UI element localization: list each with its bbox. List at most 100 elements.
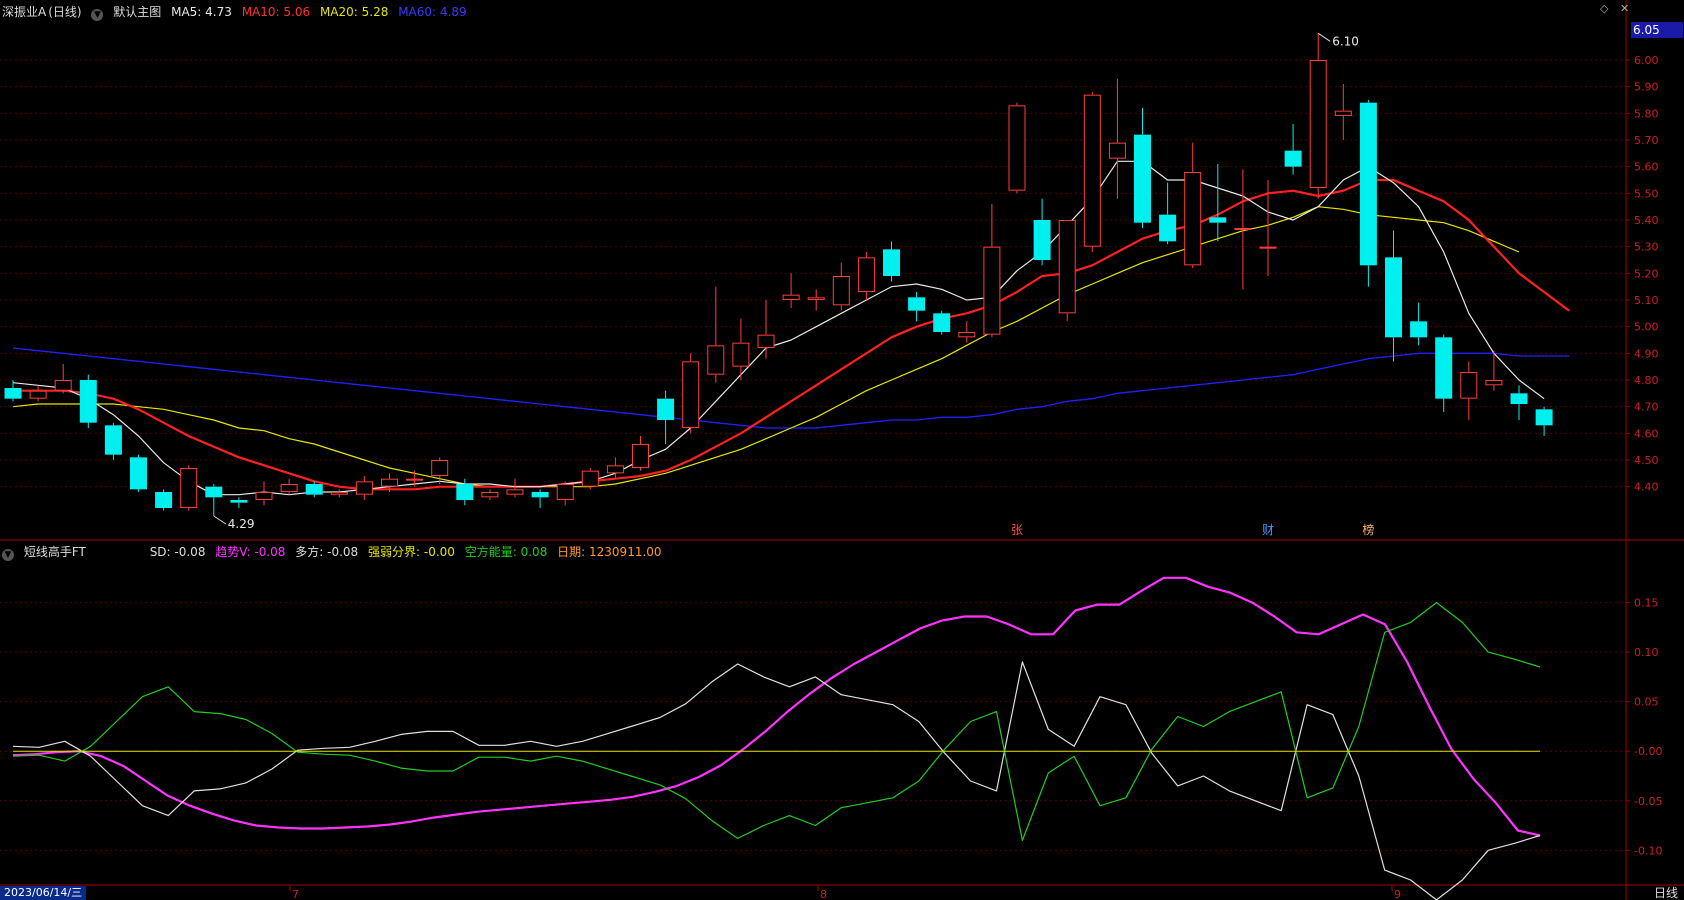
candle: [1309, 33, 1327, 199]
price-tick-label: 5.30: [1634, 241, 1659, 254]
candle: [1008, 102, 1026, 194]
candle-body: [1234, 228, 1252, 230]
candlestick-series[interactable]: [4, 33, 1553, 516]
candle: [657, 390, 675, 444]
candle-body: [1008, 105, 1026, 191]
candle: [1234, 169, 1252, 290]
candle: [1159, 182, 1177, 244]
candle: [782, 273, 800, 308]
indicator-tick-label: -0.10: [1634, 844, 1662, 857]
candle-body: [581, 470, 599, 487]
candle: [456, 478, 474, 506]
price-tick-label: 5.00: [1634, 321, 1659, 334]
indicator-tick-label: 0.15: [1634, 597, 1659, 610]
chevron-down-icon[interactable]: ▼: [91, 9, 104, 21]
candle: [280, 478, 298, 495]
candle: [883, 241, 900, 282]
candle-body: [431, 460, 449, 476]
current-price-tag: 6.05: [1631, 22, 1683, 38]
diamond-icon[interactable]: ◇: [1600, 2, 1609, 15]
indicator-tick-label: -0.00: [1634, 745, 1662, 758]
candle-body: [355, 481, 373, 495]
bull-value: 多方: -0.08: [295, 545, 359, 559]
candle: [230, 497, 248, 508]
candle: [807, 289, 825, 311]
price-tick-label: 6.00: [1634, 54, 1659, 67]
candle-body: [1033, 220, 1051, 260]
low-pointer: [213, 515, 227, 525]
candle-body: [1058, 220, 1076, 314]
sd-value: SD: -0.08: [149, 545, 206, 559]
candle: [1083, 92, 1101, 252]
date-value: 日期: 1230911.00: [557, 545, 662, 559]
candle-body: [104, 425, 122, 455]
candle-body: [29, 390, 47, 399]
candle: [180, 465, 198, 511]
candle-body: [908, 297, 926, 311]
candle: [1435, 334, 1453, 412]
candle-body: [531, 492, 549, 498]
template-label[interactable]: 默认主图: [113, 5, 162, 19]
indicator-lines: [12, 576, 1541, 900]
period-button[interactable]: 日线: [1653, 886, 1678, 900]
price-tick-label: 4.70: [1634, 401, 1659, 414]
event-marker: 财: [1262, 523, 1274, 537]
candle: [381, 473, 398, 492]
price-tick-label: 5.40: [1634, 214, 1659, 227]
time-axis: 7 8 9: [289, 885, 1401, 900]
candle-body: [79, 380, 97, 423]
candle-body: [330, 492, 348, 495]
candle-body: [606, 465, 624, 474]
period-label: (日线): [48, 5, 82, 19]
candle-body: [305, 484, 323, 495]
candle: [933, 310, 951, 335]
candle: [406, 470, 424, 487]
ma60-line: [12, 347, 1570, 429]
price-tick-label: 5.70: [1634, 134, 1659, 147]
candle-body: [556, 484, 574, 500]
candle-body: [456, 484, 474, 500]
price-tick-label: 4.80: [1634, 374, 1659, 387]
stock-name[interactable]: 深振业A: [2, 5, 47, 19]
month-label: 8: [820, 888, 827, 900]
candle: [682, 353, 700, 434]
candle: [983, 204, 1001, 338]
candle-body: [1359, 102, 1377, 266]
candle: [556, 481, 574, 506]
candle-body: [632, 444, 649, 468]
candle-body: [857, 257, 875, 293]
bear-value: 空方能量: 0.08: [464, 545, 548, 559]
candle-body: [381, 478, 398, 487]
chart-annotations: 6.10 4.29 张 财 榜: [213, 32, 1374, 537]
candle: [732, 318, 750, 380]
candle: [908, 292, 926, 322]
month-label: 7: [292, 888, 299, 900]
indicator-header: ▼ 短线高手FT SD: -0.08 趋势V: -0.08 多方: -0.08 …: [2, 544, 668, 561]
indicator-tick-label: -0.05: [1634, 795, 1662, 808]
candle-body: [707, 345, 725, 375]
candle-body: [1083, 94, 1101, 247]
indicator-tick-label: 0.10: [1634, 646, 1659, 659]
candle: [1460, 361, 1478, 420]
candle: [155, 489, 173, 511]
main-chart-header: 深振业A (日线) ▼ 默认主图 MA5: 4.73 MA10: 5.06 MA2…: [2, 4, 473, 21]
candle: [1485, 350, 1503, 391]
candle: [305, 481, 323, 498]
candle-body: [155, 492, 173, 508]
candle-body: [255, 492, 273, 500]
candle: [1385, 230, 1402, 362]
candle-body: [933, 313, 951, 332]
candle-body: [983, 246, 1001, 335]
candle-body: [4, 388, 22, 399]
candle-body: [1385, 257, 1402, 338]
close-icon[interactable]: ✕: [1620, 2, 1630, 15]
ma10-series-line: [13, 178, 1570, 491]
candle-body: [832, 276, 850, 306]
candle: [632, 436, 649, 471]
indicator-name[interactable]: 短线高手FT: [23, 545, 86, 559]
main-price-axis: 6.00 5.90 5.80 5.70 5.60 5.50 5.40 5.30 5.20 5.10…: [1626, 54, 1659, 494]
candle-body: [682, 361, 700, 429]
chevron-down-icon[interactable]: ▼: [2, 549, 14, 561]
